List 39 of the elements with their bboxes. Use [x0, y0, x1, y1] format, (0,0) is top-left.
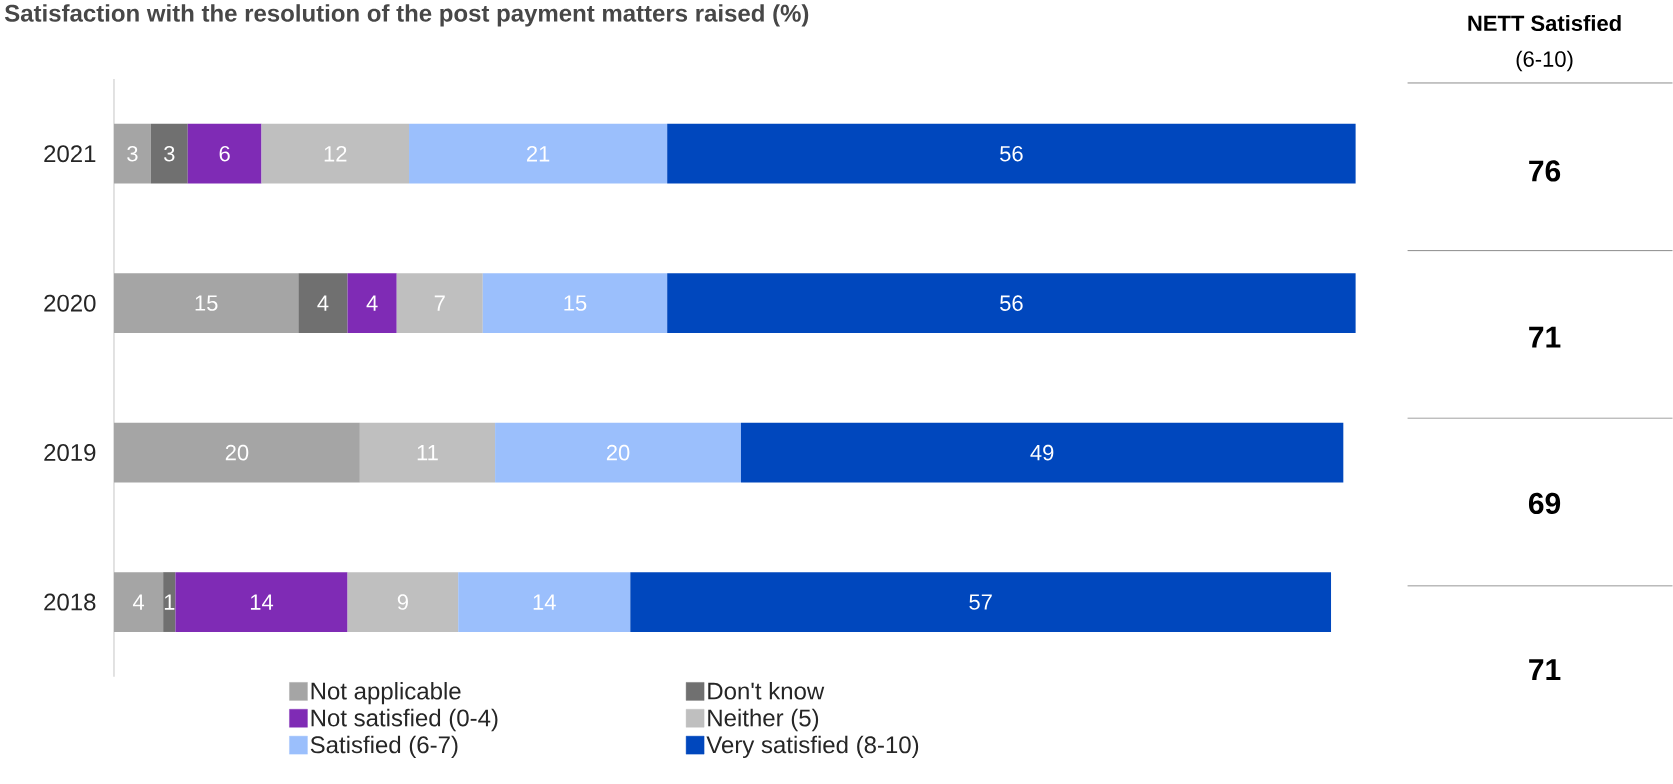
text: 69 — [1528, 492, 1561, 515]
legend-label: Not satisfied (0-4) — [311, 708, 498, 732]
data-label: 57 — [969, 594, 992, 610]
y-tick-label: 2021 — [44, 145, 96, 163]
data-label: 56 — [1000, 295, 1023, 312]
data-label: 9 — [397, 594, 408, 610]
chart-title: Satisfaction with the resolution of the post payment matters raised (%) — [4, 4, 809, 27]
text: (6-10) — [1516, 50, 1573, 72]
data-label: 56 — [1000, 146, 1023, 162]
data-label: 4 — [317, 295, 329, 311]
data-label: 20 — [225, 444, 249, 461]
data-label: 3 — [127, 146, 138, 162]
legend-label: Not applicable — [311, 682, 461, 705]
data-label: 49 — [1030, 444, 1054, 461]
data-label: 15 — [195, 295, 218, 311]
legend-label: Satisfied (6-7) — [310, 735, 458, 759]
data-label: 14 — [533, 594, 556, 610]
data-label: 4 — [366, 295, 378, 311]
legend-label: Very satisfied (8-10) — [706, 735, 919, 759]
text: 71 — [1529, 326, 1561, 348]
data-label: 14 — [250, 594, 274, 610]
y-tick-label: 2018 — [44, 593, 96, 611]
data-label: 15 — [564, 295, 587, 311]
data-label: 3 — [164, 146, 175, 162]
data-label: 4 — [132, 594, 145, 610]
text: 76 — [1529, 160, 1561, 182]
data-label: 21 — [526, 146, 550, 162]
legend-label: Don't know — [708, 682, 825, 700]
text: 71 — [1529, 659, 1561, 681]
data-label: 20 — [606, 444, 630, 461]
data-label: 7 — [434, 295, 445, 311]
text: NETT Satisfied — [1468, 15, 1621, 32]
y-tick-label: 2020 — [44, 294, 96, 312]
data-label: 11 — [417, 445, 438, 461]
y-tick-label: 2019 — [44, 444, 96, 462]
data-label: 6 — [219, 146, 230, 162]
legend-label: Neither (5) — [708, 708, 819, 732]
data-label: 1 — [164, 594, 175, 610]
data-label: 12 — [324, 146, 347, 162]
